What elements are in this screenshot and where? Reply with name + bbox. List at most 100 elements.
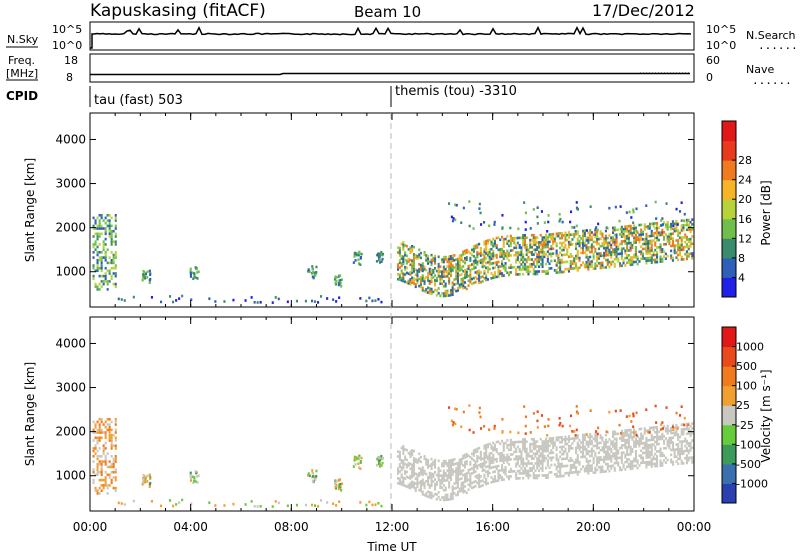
power-cell [485,239,488,243]
power-cell [622,227,625,231]
power-cell [98,227,101,230]
power-cell [96,253,99,257]
velocity-cell [96,455,99,458]
power-cell [522,238,525,242]
velocity-cell [110,433,113,437]
velocity-cell [569,447,572,450]
velocity-cell [508,448,511,452]
power-cell [552,252,555,255]
velocity-cell [675,448,678,451]
power-cell [599,244,602,248]
velocity-cell [539,454,542,458]
power-cell [597,257,600,260]
power-cell [508,259,511,262]
power-cell [486,278,489,281]
power-cell [596,230,599,234]
velocity-cell [110,439,113,442]
velocity-cell [492,441,495,445]
velocity-cell [536,476,539,480]
power-cell [610,246,613,249]
power-cell [506,239,509,243]
velocity-cell [589,435,592,438]
velocity-cell [495,467,498,471]
velocity-cell [569,466,572,470]
velocity-cell [476,457,479,460]
power-cell [479,249,482,252]
velocity-cell [524,432,527,435]
velocity-cell [460,457,463,461]
power-cell [108,280,111,283]
velocity-cell [645,446,648,450]
power-cell [416,271,419,275]
velocity-cell [104,481,107,485]
power-cell [441,292,444,295]
velocity-cell [612,445,615,448]
power-cell [529,270,532,273]
velocity-cell [582,438,585,442]
power-cell [501,214,504,217]
velocity-cell [640,427,643,431]
power-cell [631,258,634,262]
power-cell [622,259,625,262]
velocity-cell [558,423,561,427]
velocity-cell [100,455,103,458]
velocity-cell [441,464,444,468]
power-cell [585,248,588,252]
velocity-cell [508,470,511,473]
velocity-cell [661,461,664,465]
power-cell [573,262,576,265]
velocity-cell [430,491,433,495]
power-cell [659,250,662,254]
power-cell [92,251,95,254]
power-cell [645,249,648,253]
velocity-cell [94,431,97,434]
power-cell [490,262,493,265]
power-cell [480,223,483,226]
velocity-cell [620,432,623,435]
velocity-cell [509,475,512,478]
power-cell [685,243,688,246]
power-cell [673,222,676,226]
power-cell [633,224,636,227]
velocity-cell [567,444,570,448]
velocity-cell [472,471,475,474]
velocity-cell [687,423,690,427]
velocity-cell [613,466,616,470]
velocity-cell [497,452,500,456]
power-cell [555,254,558,257]
velocity-cell [687,427,690,431]
velocity-cell [442,496,445,499]
velocity-cell [626,450,629,454]
velocity-cell [516,440,519,444]
velocity-cell [518,440,521,444]
velocity-cell [532,445,535,448]
velocity-cell [194,480,197,483]
power-cell [455,282,458,286]
power-cell [435,294,438,297]
velocity-cell [552,436,555,440]
power-cell [441,277,444,281]
velocity-cell [630,420,633,423]
velocity-cell [421,471,424,474]
velocity-cell [479,450,482,454]
velocity-cell [458,477,461,481]
velocity-cell [432,494,435,498]
velocity-cell [560,445,563,449]
velocity-cell [411,465,414,469]
power-cell [664,225,667,229]
velocity-cell [472,466,475,469]
power-cell [469,268,472,272]
velocity-cell [530,450,533,453]
velocity-cell [479,465,482,469]
power-cell [460,268,463,271]
velocity-cell [467,454,470,457]
power-cell [529,241,532,244]
velocity-cell [418,459,421,463]
power-cell [421,264,424,268]
velocity-cell [603,460,606,464]
velocity-cell [464,485,467,488]
velocity-cell [414,482,417,485]
velocity-cell [485,477,488,481]
power-cell [462,277,465,280]
velocity-cell [529,450,532,453]
